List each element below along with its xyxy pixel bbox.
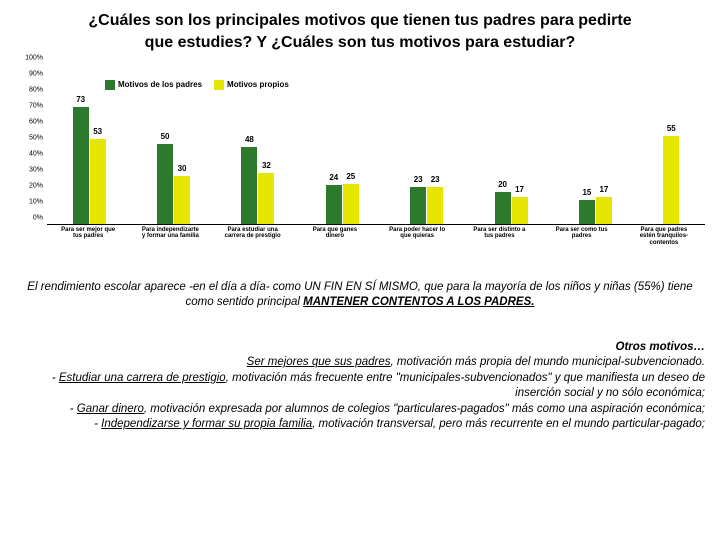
bar-value-label: 15 <box>582 188 591 197</box>
bar-value-label: 48 <box>245 135 254 144</box>
bar-propios: 17 <box>596 197 612 224</box>
x-category-label: Para ser mejor que tus padres <box>57 227 119 247</box>
x-category-label: Para que padres estén tranquilos-content… <box>633 227 695 247</box>
bar-propios: 23 <box>427 187 443 224</box>
y-tick-label: 100% <box>25 54 43 61</box>
bar-padres: 48 <box>241 147 257 224</box>
x-category-label: Para independizarte y formar una familia <box>139 227 201 247</box>
bar-padres: 50 <box>157 144 173 224</box>
caption-emphasis: MANTENER CONTENTOS A LOS PADRES. <box>303 296 534 308</box>
y-tick-label: 20% <box>29 182 43 189</box>
notes-block: Otros motivos… Ser mejores que sus padre… <box>15 340 705 433</box>
note-line: - Estudiar una carrera de prestigio, mot… <box>15 371 705 402</box>
bar-propios: 25 <box>343 184 359 224</box>
title-line-2: que estudies? Y ¿Cuáles son tus motivos … <box>15 32 705 54</box>
y-tick-label: 70% <box>29 102 43 109</box>
bar-value-label: 50 <box>161 132 170 141</box>
plot-area: 735350304832242523232017151755 <box>47 65 705 225</box>
y-axis: 0%10%20%30%40%50%60%70%80%90%100% <box>15 65 45 225</box>
notes-heading: Otros motivos… <box>15 340 705 356</box>
bar-group: 5030 <box>157 144 190 224</box>
bar-value-label: 53 <box>93 127 102 136</box>
bar-group: 4832 <box>241 147 274 224</box>
bar-propios: 55 <box>663 136 679 224</box>
bar-value-label: 23 <box>431 175 440 184</box>
y-tick-label: 10% <box>29 198 43 205</box>
x-category-label: Para que ganes dinero <box>304 227 366 247</box>
bar-value-label: 24 <box>329 173 338 182</box>
y-tick-label: 50% <box>29 134 43 141</box>
y-tick-label: 40% <box>29 150 43 157</box>
bar-group: 2323 <box>410 187 443 224</box>
bar-group: 2017 <box>495 192 528 224</box>
bar-padres: 20 <box>495 192 511 224</box>
x-category-label: Para estudiar una carrera de prestigio <box>222 227 284 247</box>
note-line: Ser mejores que sus padres, motivación m… <box>15 355 705 371</box>
bar-value-label: 25 <box>346 172 355 181</box>
caption-text: El rendimiento escolar aparece -en el dí… <box>15 280 705 310</box>
note-line: - Independizarse y formar su propia fami… <box>15 417 705 433</box>
bar-value-label: 17 <box>599 185 608 194</box>
y-tick-label: 30% <box>29 166 43 173</box>
bar-chart: 0%10%20%30%40%50%60%70%80%90%100% Motivo… <box>15 65 705 265</box>
bar-group: 1517 <box>579 197 612 224</box>
bar-propios: 17 <box>512 197 528 224</box>
bar-propios: 30 <box>174 176 190 224</box>
bar-value-label: 23 <box>414 175 423 184</box>
x-axis-labels: Para ser mejor que tus padres Para indepe… <box>47 227 705 247</box>
bar-value-label: 20 <box>498 180 507 189</box>
x-category-label: Para ser como tus padres <box>551 227 613 247</box>
bar-propios: 32 <box>258 173 274 224</box>
bar-padres: 15 <box>579 200 595 224</box>
bar-padres: 23 <box>410 187 426 224</box>
bar-value-label: 17 <box>515 185 524 194</box>
note-line: - Ganar dinero, motivación expresada por… <box>15 402 705 418</box>
bar-value-label: 30 <box>178 164 187 173</box>
x-category-label: Para poder hacer lo que quieras <box>386 227 448 247</box>
bar-value-label: 55 <box>667 124 676 133</box>
x-category-label: Para ser distinto a tus padres <box>468 227 530 247</box>
y-tick-label: 90% <box>29 70 43 77</box>
bar-propios: 53 <box>90 139 106 224</box>
bar-group: 2425 <box>326 184 359 224</box>
y-tick-label: 60% <box>29 118 43 125</box>
page-title: ¿Cuáles son los principales motivos que … <box>15 10 705 55</box>
y-tick-label: 0% <box>33 214 43 221</box>
bar-value-label: 32 <box>262 161 271 170</box>
bar-padres: 24 <box>326 185 342 223</box>
y-tick-label: 80% <box>29 86 43 93</box>
bar-value-label: 73 <box>76 95 85 104</box>
bar-padres: 73 <box>73 107 89 224</box>
title-line-1: ¿Cuáles son los principales motivos que … <box>15 10 705 32</box>
bar-group: 7353 <box>73 107 106 224</box>
bar-group: 55 <box>663 136 679 224</box>
